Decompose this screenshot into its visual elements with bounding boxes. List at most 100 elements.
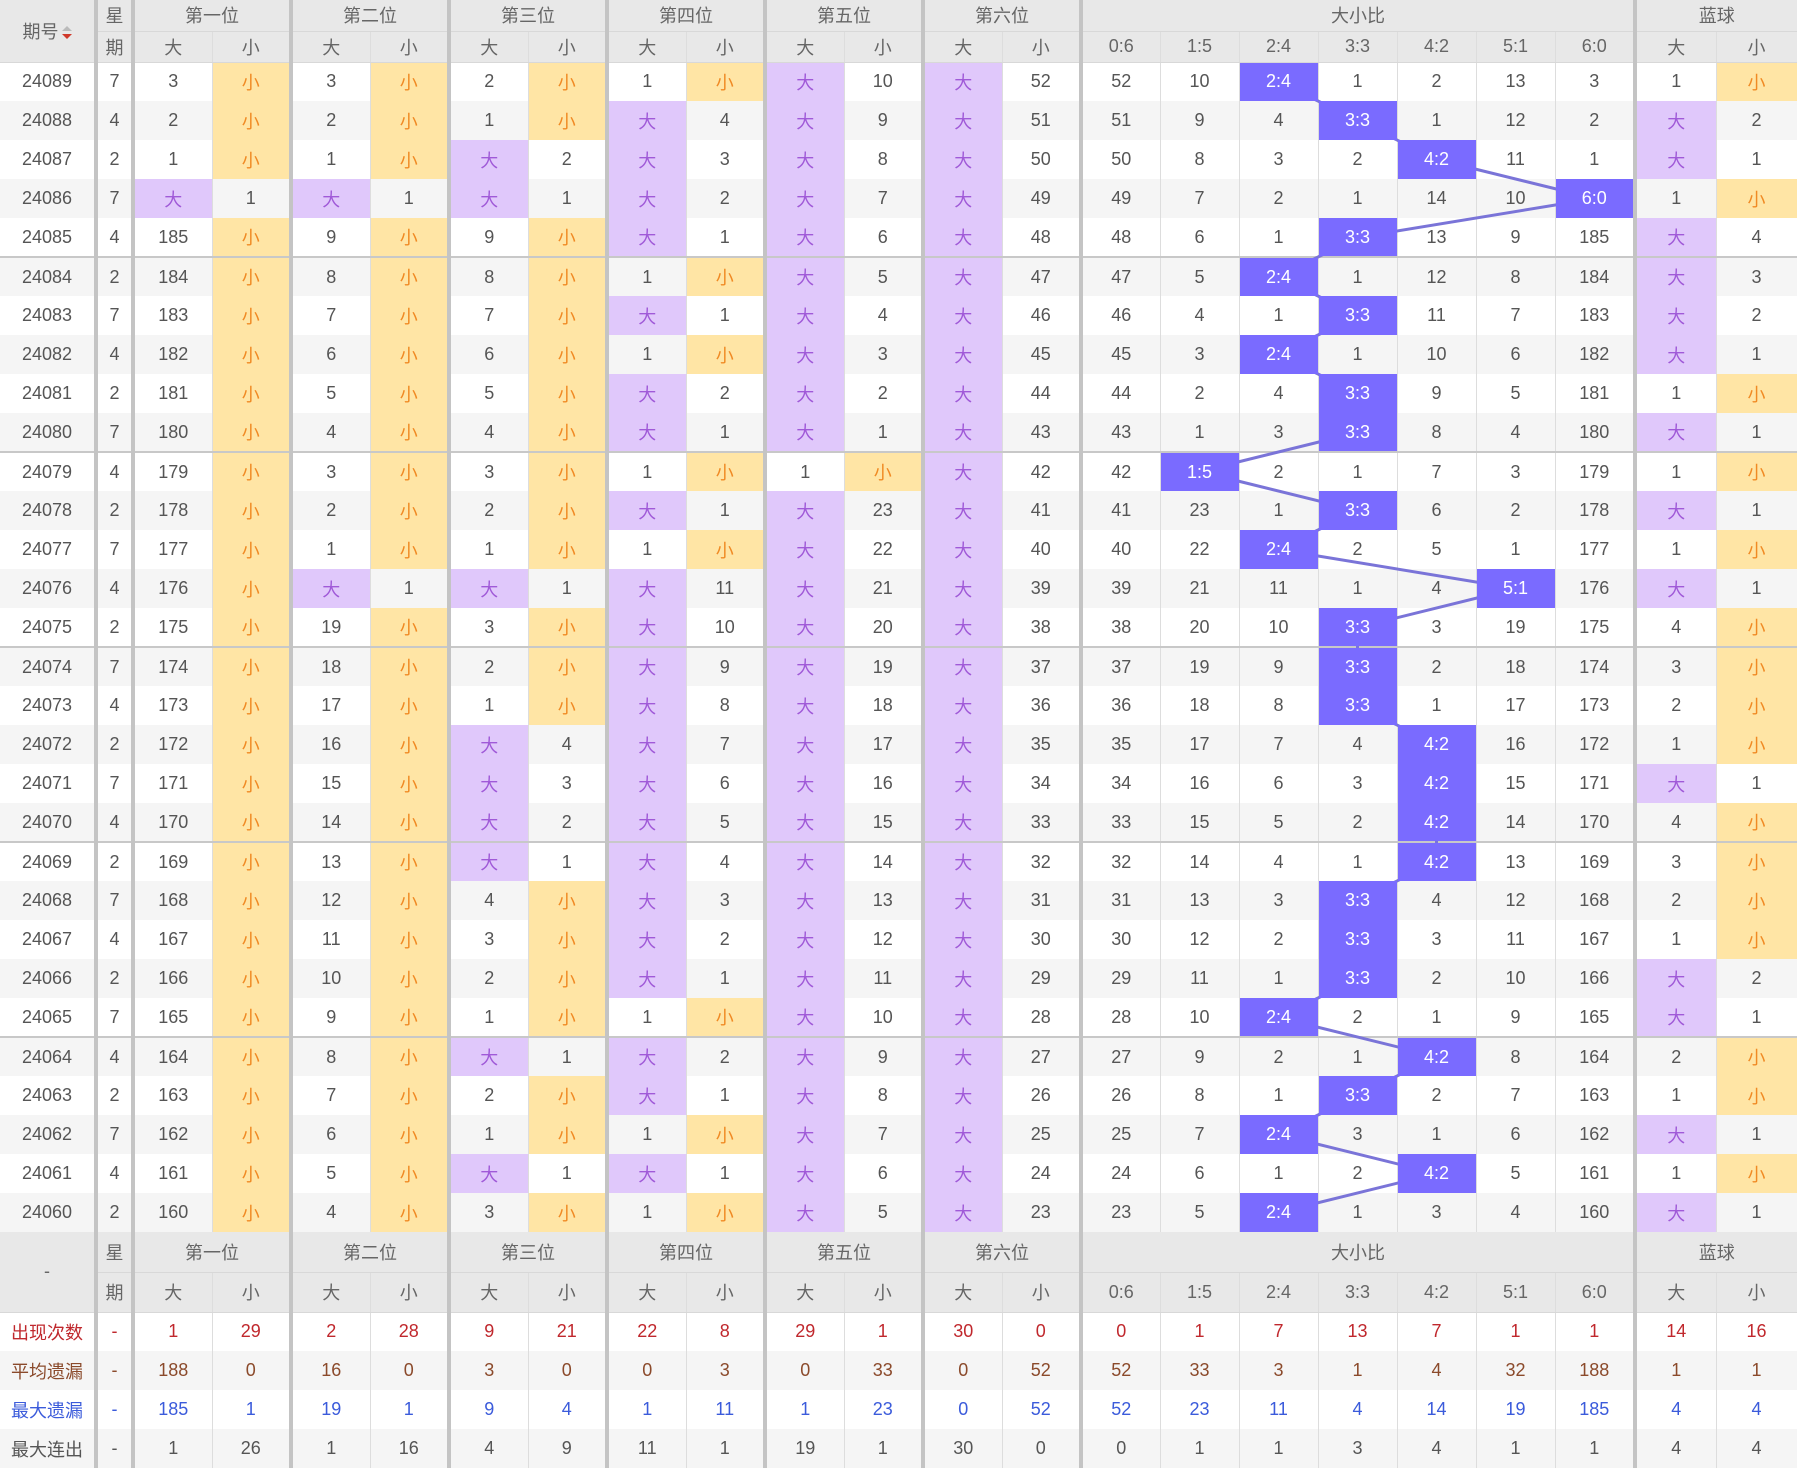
miss-count-cell: 1 — [605, 257, 687, 296]
big-hit-cell: 大 — [921, 335, 1003, 374]
table-row[interactable]: 24060 2 160 小 4 小 3 小 1 小大 5 大 23 23 5 2:4 1 3 4 160 大 1 — [0, 1193, 1797, 1232]
table-row[interactable]: 24069 2 169 小 13 小大 1 大 4 大 14 大 32 32 14 4 1 4:2 13 169 3 小 — [0, 842, 1797, 881]
big-hit-cell: 大 — [921, 491, 1003, 530]
stats-value: 188 — [1555, 1351, 1636, 1390]
stats-value: 1 — [763, 1390, 845, 1429]
group-header-5: 第五位 — [763, 0, 924, 32]
header-row-columns: 期大小大小大小大小大小大小 0:6 1:5 2:4 3:3 4:2 5:1 6:0 大小 — [0, 31, 1797, 63]
small-hit-cell: 小 — [686, 1193, 766, 1232]
miss-count-cell: 175 — [1555, 608, 1636, 648]
table-row[interactable]: 24086 7 大 1 大 1 大 1 大 2 大 7 大 49 49 7 2 1 14 10 6:0 1 小 — [0, 179, 1797, 218]
miss-count-cell: 2 — [1476, 491, 1556, 530]
miss-count-cell: 164 — [131, 1037, 213, 1076]
miss-count-cell: 1 — [1476, 530, 1556, 569]
small-hit-cell: 小 — [212, 764, 292, 803]
sort-icon[interactable] — [61, 26, 72, 40]
miss-count-cell: 13 — [1160, 881, 1240, 920]
miss-count-cell: 1 — [1318, 335, 1398, 374]
table-row[interactable]: 24081 2 181 小 5 小 5 小大 2 大 2 大 44 44 2 4 3:3 9 5 181 1 小 — [0, 374, 1797, 413]
table-row[interactable]: 24066 2 166 小 10 小 2 小大 1 大 11 大 29 29 11 1 3:3 2 10 166 大 2 — [0, 959, 1797, 998]
small-hit-cell: 小 — [212, 257, 292, 296]
miss-count-cell: 1 — [1318, 452, 1398, 491]
stats-value: 0 — [921, 1351, 1003, 1390]
group-header-1: 第一位 — [131, 0, 292, 32]
miss-count-cell: 160 — [1555, 1193, 1636, 1232]
miss-count-cell: 3 — [1397, 608, 1477, 648]
miss-count-cell: 1 — [1318, 179, 1398, 218]
small-hit-cell: 小 — [370, 218, 450, 258]
miss-count-cell: 8 — [1160, 1076, 1240, 1115]
miss-count-cell: 4 — [528, 725, 608, 764]
table-row[interactable]: 24071 7 171 小 15 小大 3 大 6 大 16 大 34 34 16 6 3 4:2 15 171 大 1 — [0, 764, 1797, 803]
issue-number: 24072 — [0, 725, 97, 764]
big-hit-cell: 大 — [1633, 413, 1717, 453]
table-row[interactable]: 24088 4 2 小 2 小 1 小大 4 大 9 大 51 51 9 4 3:3 1 12 2 大 2 — [0, 101, 1797, 140]
small-hit-cell: 小 — [212, 140, 292, 179]
table-row[interactable]: 24087 2 1 小 1 小大 2 大 3 大 8 大 50 50 8 3 2 4:2 11 1 大 1 — [0, 140, 1797, 179]
table-header: 期号星第一位 第二位 第三位 第四位 第五位 第六位 大小比 蓝球期大小大小大小大小大小大小 0… — [0, 0, 1797, 63]
table-row[interactable]: 24063 2 163 小 7 小 2 小大 1 大 8 大 26 26 8 1 3:3 2 7 163 1 小 — [0, 1076, 1797, 1115]
table-row[interactable]: 24074 7 174 小 18 小 2 小大 9 大 19 大 37 37 19 9 3:3 2 18 174 3 小 — [0, 647, 1797, 686]
table-row[interactable]: 24085 4 185 小 9 小 9 小大 1 大 6 大 48 48 6 1 3:3 13 9 185 大 4 — [0, 218, 1797, 258]
miss-count-cell: 44 — [1079, 374, 1161, 413]
miss-count-cell: 30 — [1079, 920, 1161, 959]
table-row[interactable]: 24089 7 3 小 3 小 2 小 1 小大 10 大 52 52 10 2:4 1 2 13 3 1 小 — [0, 62, 1797, 101]
miss-count-cell: 6 — [1239, 764, 1319, 803]
big-hit-cell: 大 — [1633, 764, 1717, 803]
stats-value: 1 — [1239, 1429, 1319, 1468]
table-row[interactable]: 24072 2 172 小 16 小大 4 大 7 大 17 大 35 35 17 7 4 4:2 16 172 1 小 — [0, 725, 1797, 764]
stats-value: 19 — [763, 1429, 845, 1468]
small-hit-cell: 小 — [528, 101, 608, 140]
big-hit-cell: 大 — [921, 764, 1003, 803]
miss-count-cell: 1 — [1239, 1076, 1319, 1115]
issue-header[interactable]: - — [0, 1232, 97, 1313]
miss-count-cell: 16 — [1476, 725, 1556, 764]
table-row[interactable]: 24080 7 180 小 4 小 4 小大 1 大 1 大 43 43 1 3 3:3 8 4 180 大 1 — [0, 413, 1797, 453]
table-row[interactable]: 24082 4 182 小 6 小 6 小 1 小大 3 大 45 45 3 2:4 1 10 6 182 大 1 — [0, 335, 1797, 374]
table-row[interactable]: 24067 4 167 小 11 小 3 小大 2 大 12 大 30 30 12 2 3:3 3 11 167 1 小 — [0, 920, 1797, 959]
table-row[interactable]: 24078 2 178 小 2 小 2 小大 1 大 23 大 41 41 23 1 3:3 6 2 178 大 1 — [0, 491, 1797, 530]
issue-header[interactable]: 期号 — [0, 0, 97, 63]
small-hit-cell: 小 — [686, 62, 766, 101]
small-hit-cell: 小 — [528, 1193, 608, 1232]
miss-count-cell: 8 — [289, 257, 371, 296]
table-row[interactable]: 24079 4 179 小 3 小 3 小 1 小 1 小大 42 42 1:5 2 1 7 3 179 1 小 — [0, 452, 1797, 491]
table-row[interactable]: 24076 4 176 小大 1 大 1 大 11 大 21 大 39 39 21 11 1 4 5:1 176 大 1 — [0, 569, 1797, 608]
big-hit-cell: 大 — [763, 218, 845, 258]
small-column-header: 小 — [844, 31, 924, 63]
miss-count-cell: 4 — [1633, 608, 1717, 648]
miss-count-cell: 2 — [528, 803, 608, 843]
small-hit-cell: 小 — [370, 140, 450, 179]
stats-label: 出现次数 — [0, 1312, 97, 1351]
big-hit-cell: 大 — [763, 413, 845, 453]
ratio-hit-cell: 2:4 — [1239, 335, 1319, 374]
miss-count-cell: 42 — [1002, 452, 1082, 491]
table-row[interactable]: 24070 4 170 小 14 小大 2 大 5 大 15 大 33 33 15 5 2 4:2 14 170 4 小 — [0, 803, 1797, 843]
header-row-groups: - 星第一位 第二位 第三位 第四位 第五位 第六位 大小比 蓝球 — [0, 1232, 1797, 1313]
small-hit-cell: 小 — [370, 1115, 450, 1154]
table-row[interactable]: 24084 2 184 小 8 小 8 小 1 小大 5 大 47 47 5 2:4 1 12 8 184 大 3 — [0, 257, 1797, 296]
table-row[interactable]: 24077 7 177 小 1 小 1 小 1 小大 22 大 40 40 22 2:4 2 5 1 177 1 小 — [0, 530, 1797, 569]
miss-count-cell: 46 — [1079, 296, 1161, 335]
miss-count-cell: 3 — [686, 881, 766, 920]
miss-count-cell: 36 — [1002, 686, 1082, 725]
table-row[interactable]: 24064 4 164 小 8 小大 1 大 2 大 9 大 27 27 9 2 1 4:2 8 164 2 小 — [0, 1037, 1797, 1076]
table-row[interactable]: 24083 7 183 小 7 小 7 小大 1 大 4 大 46 46 4 1 3:3 11 7 183 大 2 — [0, 296, 1797, 335]
table-row[interactable]: 24061 4 161 小 5 小大 1 大 1 大 6 大 24 24 6 1 2 4:2 5 161 1 小 — [0, 1154, 1797, 1193]
table-row[interactable]: 24073 4 173 小 17 小 1 小大 8 大 18 大 36 36 18 8 3:3 1 17 173 2 小 — [0, 686, 1797, 725]
big-hit-cell: 大 — [1633, 296, 1717, 335]
big-hit-cell: 大 — [921, 1154, 1003, 1193]
big-hit-cell: 大 — [763, 1115, 845, 1154]
miss-count-cell: 3 — [447, 920, 529, 959]
table-row[interactable]: 24062 7 162 小 6 小 1 小 1 小大 7 大 25 25 7 2:4 3 1 6 162 大 1 — [0, 1115, 1797, 1154]
miss-count-cell: 13 — [1476, 62, 1556, 101]
weekday: 7 — [94, 881, 134, 920]
table-row[interactable]: 24065 7 165 小 9 小 1 小 1 小大 10 大 28 28 10 2:4 2 1 9 165 大 1 — [0, 998, 1797, 1038]
table-row[interactable]: 24068 7 168 小 12 小 4 小大 3 大 13 大 31 31 13 3 3:3 4 12 168 2 小 — [0, 881, 1797, 920]
small-hit-cell: 小 — [1716, 374, 1797, 413]
table-row[interactable]: 24075 2 175 小 19 小 3 小大 10 大 20 大 38 38 20 10 3:3 3 19 175 4… — [0, 608, 1797, 648]
ratio-hit-cell: 2:4 — [1239, 1193, 1319, 1232]
miss-count-cell: 181 — [131, 374, 213, 413]
big-hit-cell: 大 — [605, 101, 687, 140]
miss-count-cell: 4 — [1476, 413, 1556, 453]
